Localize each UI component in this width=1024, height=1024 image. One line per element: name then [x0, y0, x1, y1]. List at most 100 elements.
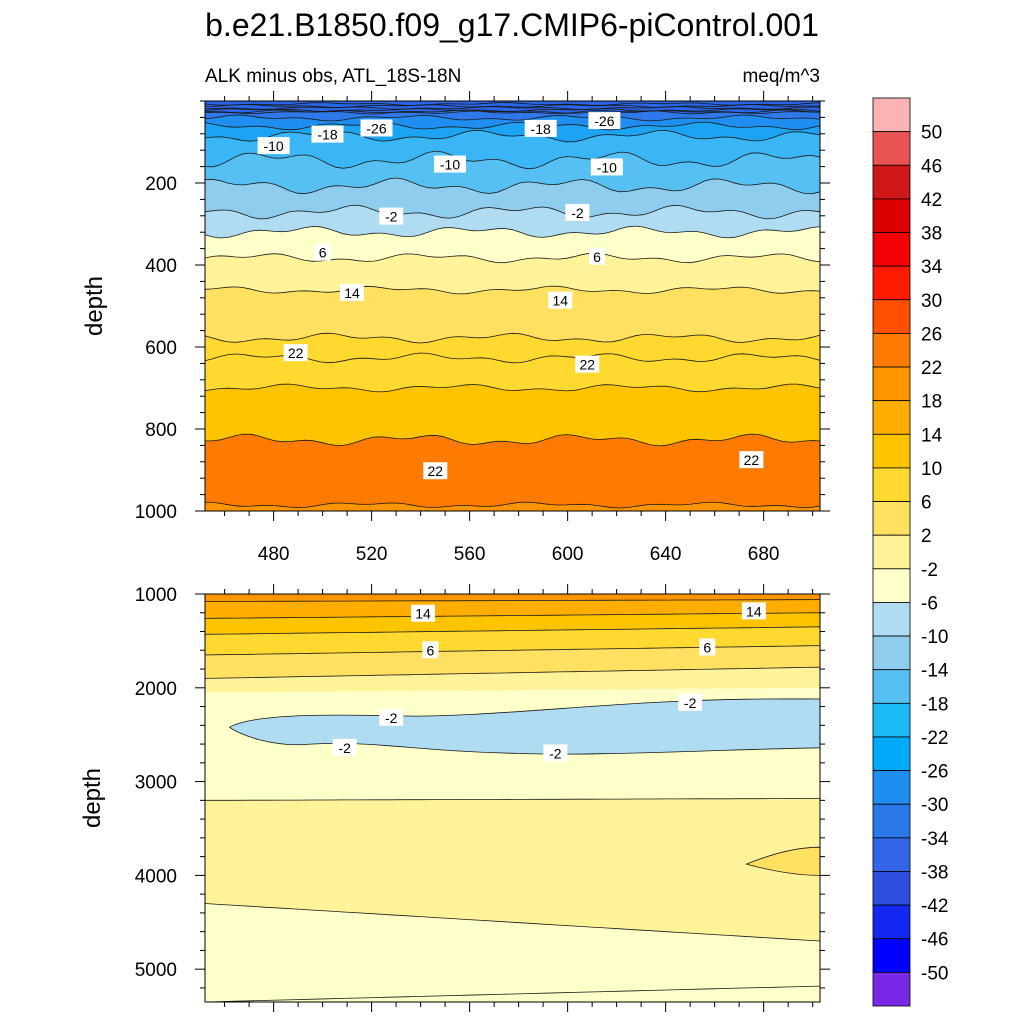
colorbar-swatch: [872, 400, 911, 435]
upper-contour-line: [204, 383, 821, 393]
upper-contour-line: [204, 106, 821, 110]
colorbar-swatch: [872, 904, 911, 940]
contour-label: 6: [589, 247, 606, 265]
colorbar-swatch: [872, 736, 911, 771]
colorbar-swatch: [872, 265, 911, 301]
subtitle-right: meq/m^3: [742, 66, 820, 87]
colorbar-swatch: [872, 635, 911, 671]
contour-label: -2: [565, 203, 590, 221]
contour-label: -2: [543, 744, 568, 762]
contour-label: 14: [340, 283, 365, 301]
colorbar-swatch: [872, 568, 911, 603]
upper-contour-line: [204, 225, 821, 239]
contour-label: -18: [524, 119, 557, 137]
colorbar-swatch: [872, 232, 911, 267]
colorbar-swatch: [872, 164, 911, 200]
lower-fill-band: [205, 645, 820, 679]
colorbar-label: 50: [921, 123, 942, 144]
upper-y-axis-label: depth: [81, 276, 108, 336]
colorbar-swatch: [872, 602, 911, 637]
contour-label: -2: [379, 207, 404, 225]
x-tick-label: 600: [552, 544, 584, 565]
colorbar-swatch: [872, 534, 911, 570]
upper-contour-line: [204, 332, 821, 344]
lower-panel: 14 14 6 6 -2 -2 -2 -2 1000 2000 3000 4000 5000 dept…: [79, 584, 830, 1012]
contour-label-background: [543, 744, 568, 762]
contour-label-background: [699, 638, 716, 656]
contour-label-text: 14: [746, 603, 762, 619]
contour-label-background: [411, 604, 436, 622]
contour-label: 6: [422, 641, 439, 659]
colorbar-label: 34: [921, 257, 943, 278]
contour-label-text: -10: [263, 138, 283, 154]
contour-label: 22: [575, 355, 600, 373]
contour-label: -2: [379, 708, 404, 726]
chart-title: b.e21.B1850.f09_g17.CMIP6-piControl.001: [205, 7, 819, 43]
upper-fill-band: [205, 130, 820, 169]
contour-label: -2: [678, 693, 703, 711]
contour-label-background: [423, 462, 448, 480]
lower-contour-line: [204, 985, 821, 1003]
contour-label: -18: [311, 125, 344, 143]
upper-plot-frame: [204, 100, 821, 512]
upper-contour-line: [204, 129, 821, 143]
contour-label-text: -2: [571, 205, 584, 221]
x-tick-label: 560: [454, 544, 486, 565]
contour-label-text: -2: [684, 695, 697, 711]
y-tick-label: 200: [145, 174, 177, 195]
upper-contour-line: [204, 177, 821, 195]
colorbar-label: -50: [921, 963, 948, 984]
colorbar-swatch: [872, 131, 911, 166]
colorbar-swatch: [872, 938, 911, 973]
colorbar-label: -22: [921, 728, 948, 749]
contour-label-background: [422, 641, 439, 659]
contour-label-text: 22: [579, 357, 595, 373]
colorbar-label: -18: [921, 694, 948, 715]
upper-contour-line: [204, 114, 821, 122]
colorbar-label: -30: [921, 795, 948, 816]
colorbar-label: 10: [921, 459, 942, 480]
upper-fill-band: [205, 122, 820, 142]
colorbar-label: 2: [921, 526, 932, 547]
contour-label-text: -2: [549, 745, 562, 761]
colorbar-label: 26: [921, 324, 942, 345]
contour-label-text: 14: [552, 293, 568, 309]
colorbar-swatch: [872, 467, 911, 502]
colorbar-label: -14: [921, 661, 949, 682]
contour-label: 6: [314, 243, 331, 261]
colorbar-label: 30: [921, 291, 942, 312]
contour-label-background: [741, 602, 766, 620]
upper-contour-line: [204, 121, 821, 131]
subtitle-left: ALK minus obs, ATL_18S-18N: [205, 66, 461, 87]
lower-y-axis-label: depth: [79, 768, 106, 828]
contour-label-background: [379, 207, 404, 225]
lower-contour-line: [205, 798, 820, 801]
x-tick-label: 680: [748, 544, 780, 565]
lower-fill-band: [205, 594, 820, 602]
lower-contour-line: [204, 626, 821, 635]
contour-label: 22: [283, 344, 308, 362]
colorbar-label: 6: [921, 493, 932, 514]
lower-contour-line: [204, 612, 821, 619]
colorbar-swatch: [872, 97, 911, 133]
contour-label-text: 14: [344, 285, 360, 301]
colorbar-swatch: [872, 803, 911, 839]
colorbar-label: 38: [921, 224, 942, 245]
contour-label-text: 22: [288, 345, 304, 361]
contour-label: -10: [590, 158, 623, 176]
contour-label-background: [379, 708, 404, 726]
contour-label: 14: [411, 604, 436, 622]
contour-label: 14: [548, 291, 573, 309]
contour-label-text: 6: [703, 639, 711, 655]
contour-label-text: 22: [744, 452, 760, 468]
upper-contour-line: [204, 285, 821, 295]
contour-label: 22: [423, 462, 448, 480]
contour-label-text: 14: [415, 606, 431, 622]
y-tick-label: 400: [145, 256, 177, 277]
upper-contour-line: [204, 110, 821, 114]
contour-label-text: -2: [338, 740, 351, 756]
contour-label: -10: [434, 155, 467, 173]
lower-plot-frame: [204, 593, 821, 1003]
y-tick-label: 1000: [135, 502, 177, 523]
